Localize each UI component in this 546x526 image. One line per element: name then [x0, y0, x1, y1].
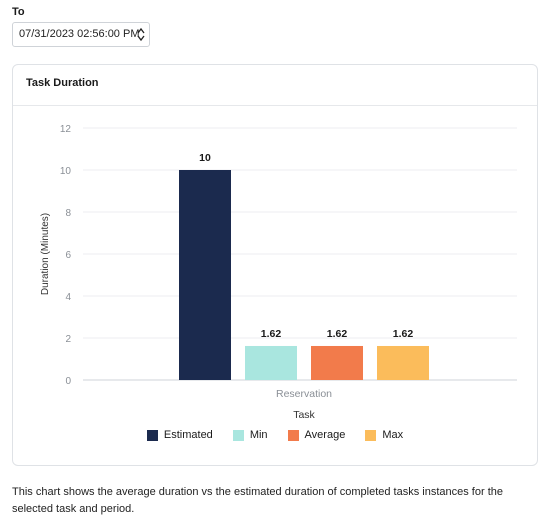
- bar-max: [377, 345, 429, 380]
- legend-swatch: [287, 429, 299, 441]
- legend-swatch: [232, 429, 244, 441]
- to-label: To: [12, 6, 25, 18]
- legend-label: Max: [382, 429, 404, 441]
- chart-description: This chart shows the average duration vs…: [12, 486, 503, 515]
- up-down-stepper-icon[interactable]: [137, 27, 145, 42]
- legend-item-max[interactable]: Max: [365, 429, 403, 441]
- x-axis-label: Task: [293, 409, 315, 421]
- y-tick-label: 4: [65, 292, 71, 303]
- y-tick-label: 8: [65, 208, 71, 219]
- y-tick-label: 2: [65, 334, 71, 345]
- chart-legend: Estimated Min Average Max: [13, 429, 537, 441]
- y-axis-label: Duration (Minutes): [40, 213, 51, 295]
- legend-item-min[interactable]: Min: [232, 429, 268, 441]
- card-divider: [13, 105, 537, 106]
- task-duration-chart: 0 2 4 6 8 10 12 Duration (Minutes) 10 1.62 1.62 1.6…: [40, 124, 517, 421]
- y-tick-label: 6: [65, 250, 71, 261]
- bar-data-label: 1.62: [393, 328, 414, 340]
- x-category-label: Reservation: [276, 388, 332, 400]
- bar-min: [245, 345, 297, 380]
- to-datetime-value: 07/31/2023 02:56:00 PM: [19, 28, 140, 40]
- y-tick-label: 12: [60, 124, 72, 135]
- bar-average: [311, 345, 363, 380]
- legend-item-average[interactable]: Average: [287, 429, 346, 441]
- bar-data-label: 1.62: [261, 328, 282, 340]
- card-title: Task Duration: [26, 77, 99, 89]
- legend-label: Min: [249, 429, 268, 441]
- task-duration-card: Task Duration 0 2 4 6 8 10 12 Duration (Minutes…: [12, 64, 538, 466]
- to-datetime-input[interactable]: 07/31/2023 02:56:00 PM: [12, 22, 150, 47]
- bar-data-label: 10: [199, 152, 211, 164]
- legend-label: Average: [304, 429, 346, 441]
- legend-label: Estimated: [163, 429, 213, 441]
- bar-data-label: 1.62: [327, 328, 348, 340]
- bar-estimated: [179, 170, 231, 380]
- legend-swatch: [365, 429, 377, 441]
- legend-item-estimated[interactable]: Estimated: [146, 429, 213, 441]
- legend-swatch: [146, 429, 158, 441]
- y-tick-label: 10: [60, 166, 72, 177]
- y-tick-label: 0: [65, 376, 71, 387]
